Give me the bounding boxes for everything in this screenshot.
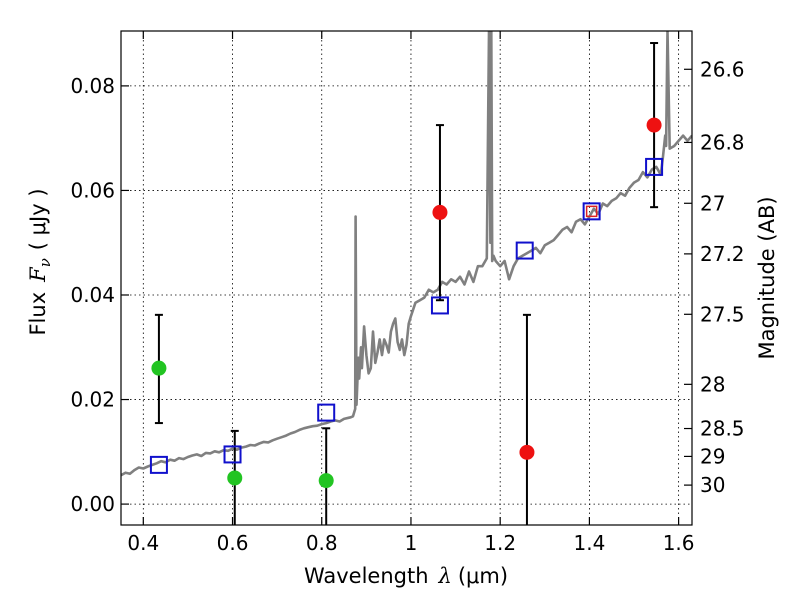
- y2-axis: 26.6 26.8 27 27.2 27.5 28 28.5 29 30: [684, 57, 745, 497]
- x-tick-label: 0.6: [217, 531, 249, 555]
- y-axis-unit: ( μJy ): [26, 188, 50, 250]
- optical-detection-point: [318, 473, 334, 489]
- y-tick-label: 0.02: [70, 388, 115, 412]
- x-tick-label: 1.4: [573, 531, 605, 555]
- optical-detection-point: [227, 470, 243, 486]
- y-axis-title: Flux Fν ( μJy ): [26, 188, 54, 335]
- x-tick-label: 0.8: [306, 531, 338, 555]
- x-axis-label-text: Wavelength: [304, 564, 429, 588]
- nir-point: [432, 204, 448, 220]
- y2-axis-title: Magnitude (AB): [755, 196, 779, 359]
- model-flux-square: [149, 455, 168, 474]
- y2-tick-label: 26.8: [700, 130, 745, 154]
- x-axis-title: Wavelength λ (μm): [304, 564, 508, 588]
- model-flux-square: [582, 202, 601, 221]
- y-tick-label: 0.04: [70, 283, 115, 307]
- nir-point: [646, 117, 662, 133]
- y2-tick-label: 29: [700, 444, 725, 468]
- model-flux-square: [317, 403, 336, 422]
- y2-tick-label: 30: [700, 473, 725, 497]
- model-flux-square: [515, 241, 534, 260]
- y-axis-label-text: Flux: [26, 292, 50, 336]
- y-axis-subscript: ν: [36, 258, 54, 267]
- x-tick-label: 1.2: [484, 531, 516, 555]
- spectrum-series: [121, 31, 692, 477]
- model-flux-square: [645, 157, 664, 176]
- y2-tick-label: 28: [700, 372, 725, 396]
- y-axis: 0.00 0.02 0.04 0.06 0.08: [70, 74, 129, 516]
- optical-detection-point: [151, 360, 167, 376]
- model-flux-square-highlight: [585, 205, 598, 218]
- x-axis-symbol: λ: [438, 564, 452, 588]
- x-tick-label: 1: [405, 531, 418, 555]
- model-flux-square: [430, 296, 449, 315]
- y2-tick-label: 28.5: [700, 417, 745, 441]
- nir-point: [519, 444, 535, 460]
- y-tick-label: 0.06: [70, 178, 115, 202]
- plot-border: [120, 30, 693, 526]
- markers: [149, 117, 664, 489]
- spectrum-line: [121, 31, 692, 477]
- y2-tick-label: 27.5: [700, 302, 745, 326]
- y2-tick-label: 27.2: [700, 242, 745, 266]
- y-tick-label: 0.08: [70, 74, 115, 98]
- y2-tick-label: 27: [700, 191, 725, 215]
- y-tick-label: 0.00: [70, 492, 115, 516]
- errorbars: [154, 42, 659, 525]
- x-tick-label: 1.6: [663, 531, 695, 555]
- y2-tick-label: 26.6: [700, 57, 745, 81]
- model-flux-square: [223, 445, 242, 464]
- grid: [121, 31, 692, 525]
- x-axis-unit: (μm): [458, 564, 508, 588]
- x-axis: 0.4 0.6 0.8 1 1.2 1.4 1.6: [127, 31, 695, 555]
- y-axis-symbol: F: [26, 266, 50, 283]
- plot-frame: [120, 30, 693, 526]
- x-tick-label: 0.4: [127, 531, 159, 555]
